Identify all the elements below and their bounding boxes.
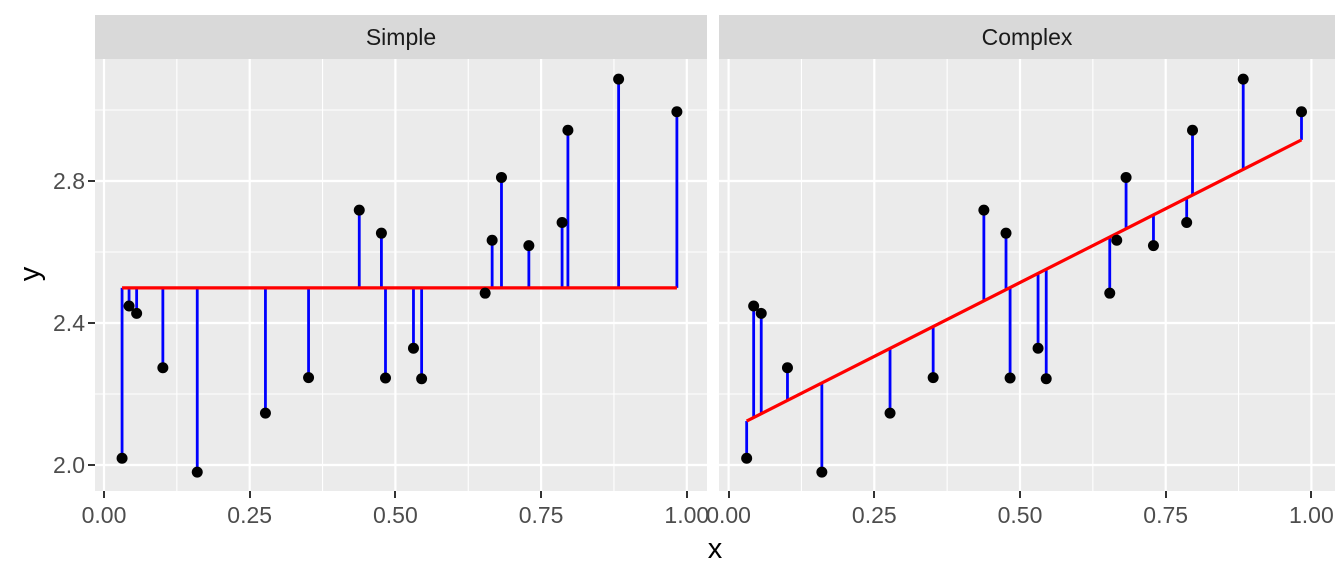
scatter-point [303,372,315,384]
facet-strip-label: Simple [365,23,437,50]
scatter-point [523,240,535,252]
scatter-point [884,407,896,419]
scatter-point [613,73,625,85]
x-tick-label: 1.00 [664,502,710,528]
panel-svg [95,59,707,491]
facet-strip: Complex [719,15,1335,59]
x-tick-mark [1164,491,1167,498]
scatter-point [1295,106,1307,118]
scatter-point [495,171,507,183]
x-tick-mark [540,491,543,498]
scatter-point [1187,124,1199,136]
x-tick-mark [727,491,730,498]
scatter-point [755,307,767,319]
scatter-point [1032,342,1044,354]
scatter-point [131,307,143,319]
scatter-point [116,452,128,464]
y-tick-mark [88,322,95,324]
scatter-point [1147,240,1159,252]
x-axis-title: x [707,533,723,565]
y-axis-title: y [14,266,46,282]
scatter-point [157,362,169,374]
x-tick-label: 1.00 [1289,502,1334,528]
x-tick-label: 0.75 [518,502,564,528]
scatter-point [671,106,683,118]
scatter-point [1237,73,1249,85]
scatter-point [375,227,387,239]
scatter-point [1120,171,1132,183]
panel [95,59,707,491]
facet-strip-label: Complex [981,23,1073,50]
scatter-point [1181,217,1193,229]
scatter-point [123,300,135,312]
x-tick-label: 0.00 [706,502,751,528]
scatter-point [978,204,990,216]
x-tick-mark [685,491,688,498]
y-tick-label: 2.8 [53,168,85,194]
x-tick-label: 0.25 [851,502,897,528]
scatter-point [1000,227,1012,239]
y-tick-mark [88,180,95,182]
scatter-point [486,234,498,246]
x-tick-mark [248,491,251,498]
scatter-point [748,300,760,312]
scatter-point [1004,372,1016,384]
scatter-point [556,217,568,229]
scatter-point [1111,234,1123,246]
scatter-point [379,372,391,384]
scatter-point [416,373,428,385]
fit-line [745,138,1303,423]
x-tick-mark [1310,491,1313,498]
scatter-point [781,362,793,374]
scatter-point [741,452,753,464]
scatter-point [927,372,939,384]
x-tick-label: 0.75 [1143,502,1189,528]
scatter-point [562,124,574,136]
scatter-point [259,407,271,419]
y-tick-mark [88,464,95,466]
scatter-point [1104,287,1116,299]
scatter-point [191,466,203,478]
panel-svg [719,59,1335,491]
x-tick-mark [873,491,876,498]
x-tick-label: 0.50 [997,502,1043,528]
x-tick-mark [103,491,105,498]
x-tick-label: 0.50 [373,502,418,528]
x-tick-mark [394,491,397,498]
facet-strip: Simple [95,15,707,59]
x-tick-mark [1019,491,1021,498]
panel [719,59,1335,491]
x-tick-label: 0.25 [227,502,273,528]
y-tick-label: 2.0 [53,452,85,478]
scatter-point [407,342,419,354]
scatter-point [816,466,828,478]
scatter-point [353,204,365,216]
x-tick-label: 0.00 [81,502,127,528]
y-tick-label: 2.4 [53,310,85,336]
scatter-point [479,287,491,299]
scatter-point [1040,373,1052,385]
